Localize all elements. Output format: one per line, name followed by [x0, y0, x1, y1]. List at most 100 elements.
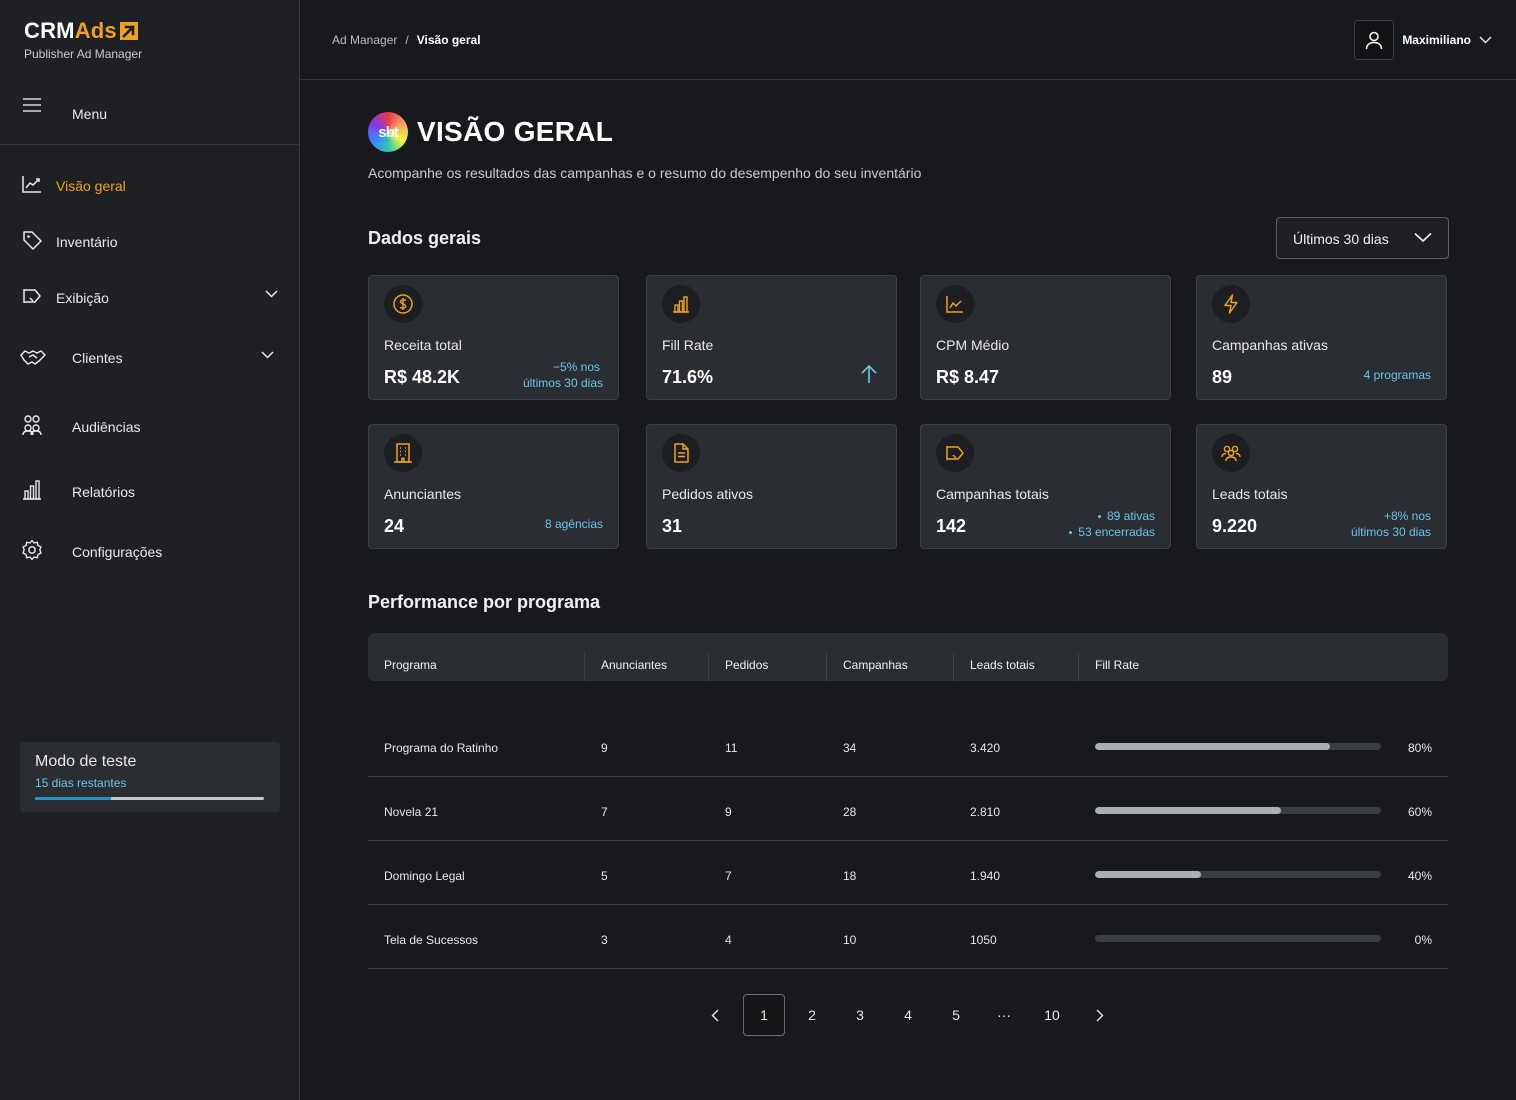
stat-label: Campanhas ativas: [1212, 337, 1328, 353]
cell-anunciantes: 5: [601, 869, 608, 883]
sidebar-item-visao-geral[interactable]: Visão geral: [0, 165, 299, 205]
pagination-page[interactable]: 4: [904, 1007, 912, 1023]
stat-value: 89: [1212, 367, 1233, 387]
cell-leads: 2.810: [970, 805, 1001, 819]
trial-progress-fill: [35, 797, 111, 800]
arrow-up-right-icon: [119, 22, 138, 40]
pagination-prev[interactable]: [694, 994, 736, 1036]
stat-label: Campanhas totais: [936, 486, 1049, 502]
brand-logo[interactable]: CRM Ads Publisher Ad Manager: [24, 18, 142, 61]
stat-note-line: últimos 30 dias: [522, 376, 603, 390]
sidebar-item-inventario[interactable]: Inventário: [0, 221, 299, 261]
chevron-down-icon: [261, 351, 274, 359]
stat-bullet: 89 ativas: [1069, 508, 1155, 524]
line-chart-icon: [936, 285, 974, 323]
trial-panel[interactable]: Modo de teste 15 dias restantes: [20, 742, 280, 812]
column-header-pedidos[interactable]: Pedidos: [725, 658, 769, 672]
column-header-anunciantes[interactable]: Anunciantes: [601, 658, 668, 672]
stat-value: 9.220: [1212, 516, 1258, 536]
stat-card-campanhas-ativas[interactable]: Campanhas ativas 89 4 programas: [1196, 275, 1447, 400]
pagination-page[interactable]: 1: [743, 994, 785, 1036]
pagination-page[interactable]: 2: [808, 1007, 816, 1023]
table-row[interactable]: Programa do Ratinho 9 11 34 3.420 80%: [368, 713, 1448, 777]
pagination-next[interactable]: [1079, 994, 1121, 1036]
cell-pedidos: 7: [725, 869, 732, 883]
chevron-down-icon: [1479, 36, 1492, 44]
stat-card-cpm[interactable]: CPM Médio R$ 8.47: [920, 275, 1171, 400]
stat-card-anunciantes[interactable]: Anunciantes 24 8 agências: [368, 424, 619, 549]
arrow-up-icon: [861, 364, 877, 383]
breadcrumb-item[interactable]: Ad Manager: [332, 33, 398, 47]
cell-campanhas: 34: [843, 741, 857, 755]
fill-rate-bar: [1095, 743, 1381, 750]
pagination-page[interactable]: 10: [1044, 1007, 1060, 1023]
section-title-performance: Performance por programa: [368, 592, 601, 612]
page-subtitle: Acompanhe os resultados das campanhas e …: [368, 165, 922, 181]
group-icon: [22, 415, 42, 436]
stat-card-leads[interactable]: Leads totais 9.220 +8% nos últimos 30 dia…: [1196, 424, 1447, 549]
hamburger-icon: [23, 98, 41, 112]
group-icon: [1212, 434, 1250, 472]
dollar-circle-icon: [384, 285, 422, 323]
fill-rate-bar-fill: [1095, 871, 1201, 878]
sidebar-item-audiencias[interactable]: Audiências: [0, 406, 299, 446]
stat-note: +8% nos últimos 30 dias: [1351, 508, 1431, 540]
table-row[interactable]: Novela 21 7 9 28 2.810 60%: [368, 777, 1448, 841]
stat-card-campanhas-totais[interactable]: Campanhas totais 142 89 ativas 53 encerr…: [920, 424, 1171, 549]
table-row[interactable]: Tela de Sucessos 3 4 10 1050 0%: [368, 905, 1448, 969]
chevron-left-icon: [711, 1009, 719, 1021]
menu-toggle[interactable]: Menu: [0, 80, 299, 145]
cell-programa: Domingo Legal: [384, 869, 465, 883]
sidebar: CRM Ads Publisher Ad Manager Menu Visão g…: [0, 0, 300, 1100]
pagination-page[interactable]: 5: [952, 1007, 960, 1023]
megaphone-icon: [936, 434, 974, 472]
stat-card-fill-rate[interactable]: Fill Rate 71.6%: [646, 275, 897, 400]
cell-anunciantes: 7: [601, 805, 608, 819]
stat-card-receita[interactable]: Receita total R$ 48.2K −5% nos últimos 30…: [368, 275, 619, 400]
column-header-leads[interactable]: Leads totais: [970, 658, 1035, 672]
cell-pedidos: 11: [725, 741, 738, 755]
megaphone-icon: [23, 289, 41, 303]
stat-bullet: 53 encerradas: [1069, 524, 1155, 540]
table-row[interactable]: Domingo Legal 5 7 18 1.940 40%: [368, 841, 1448, 905]
stat-bullets: 89 ativas 53 encerradas: [1069, 508, 1155, 540]
sidebar-item-label: Clientes: [72, 350, 123, 366]
user-menu[interactable]: Maximiliano: [1354, 20, 1492, 60]
pagination-page[interactable]: 3: [856, 1007, 864, 1023]
sidebar-item-configuracoes[interactable]: Configurações: [0, 531, 299, 571]
stat-value: 71.6%: [662, 367, 714, 387]
cell-fill-rate: 80%: [1407, 741, 1432, 755]
tag-icon: [23, 231, 42, 250]
cell-anunciantes: 9: [601, 741, 608, 755]
cell-anunciantes: 3: [601, 933, 608, 947]
cell-programa: Tela de Sucessos: [384, 933, 479, 947]
channel-logo: sbt: [368, 112, 408, 152]
cell-campanhas: 10: [843, 933, 857, 947]
brand-name-main: CRM: [24, 18, 75, 43]
sidebar-item-exibicao[interactable]: Exibição: [0, 277, 299, 317]
brand-subtitle: Publisher Ad Manager: [24, 47, 143, 61]
sidebar-item-clientes[interactable]: Clientes: [0, 338, 299, 378]
sidebar-item-relatorios[interactable]: Relatórios: [0, 471, 299, 511]
section-title-overview: Dados gerais: [368, 228, 482, 248]
period-select[interactable]: Últimos 30 dias: [1276, 217, 1449, 259]
sidebar-item-label: Configurações: [72, 544, 163, 560]
column-header-campanhas[interactable]: Campanhas: [843, 658, 908, 672]
gear-icon: [22, 539, 42, 561]
sidebar-item-label: Visão geral: [56, 178, 126, 194]
stat-note-line: +8% nos: [1383, 509, 1431, 523]
sidebar-item-label: Exibição: [56, 290, 109, 306]
stat-value: R$ 48.2K: [384, 367, 461, 387]
breadcrumb-current: Visão geral: [416, 33, 481, 47]
column-header-programa[interactable]: Programa: [384, 658, 437, 672]
stat-value: 142: [936, 516, 967, 536]
table-header: Programa Anunciantes Pedidos Campanhas L…: [368, 633, 1448, 681]
stat-card-pedidos[interactable]: Pedidos ativos 31: [646, 424, 897, 549]
trial-progress-bar: [35, 797, 264, 800]
stat-value: 31: [662, 516, 683, 536]
page-title: VISÃO GERAL: [417, 116, 614, 147]
stat-label: Pedidos ativos: [662, 486, 754, 502]
chevron-down-icon: [265, 290, 278, 298]
column-header-fill-rate[interactable]: Fill Rate: [1095, 658, 1140, 672]
fill-rate-bar: [1095, 871, 1381, 878]
